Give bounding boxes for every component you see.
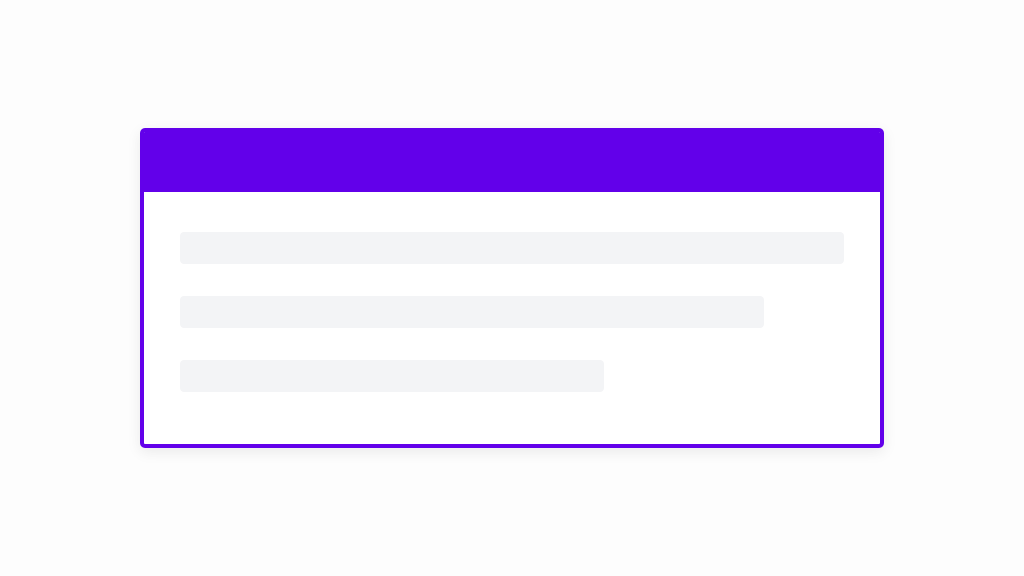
card-header [144,132,880,192]
skeleton-line-3 [180,360,604,392]
skeleton-line-1 [180,232,844,264]
skeleton-card [140,128,884,448]
skeleton-line-2 [180,296,764,328]
